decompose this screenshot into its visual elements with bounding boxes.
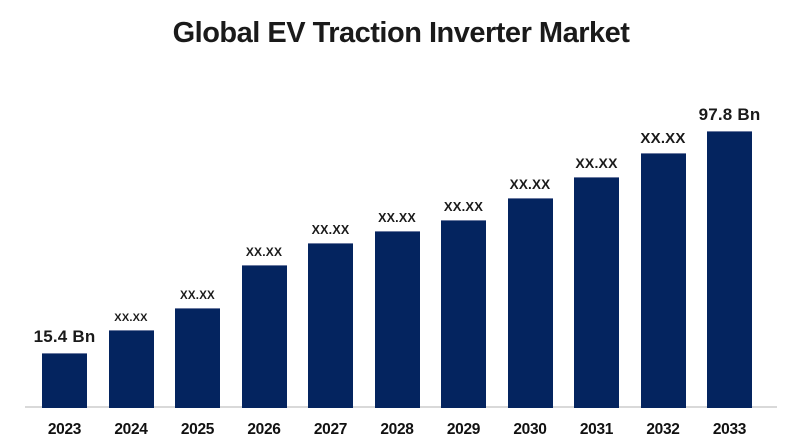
x-axis-tick-label-2024: 2024 bbox=[114, 421, 148, 438]
bar-2026 bbox=[241, 265, 287, 408]
bar-value-label-2032: XX.XX bbox=[640, 130, 686, 147]
x-axis-tick-label-2030: 2030 bbox=[513, 421, 547, 438]
x-axis-tick-label-2029: 2029 bbox=[446, 421, 481, 438]
x-axis-tick-label-2026: 2026 bbox=[247, 421, 281, 438]
bar-value-label-2025: XX.XX bbox=[180, 290, 215, 302]
bar-2030 bbox=[507, 198, 553, 408]
bar-value-label-2023: 15.4 Bn bbox=[33, 327, 96, 346]
bar-value-label-2031: XX.XX bbox=[575, 155, 618, 171]
bar-2033 bbox=[707, 131, 752, 408]
bar-2024 bbox=[108, 330, 154, 408]
bar-2029 bbox=[441, 220, 486, 408]
bar-2025 bbox=[175, 308, 220, 408]
x-axis-tick-label-2025: 2025 bbox=[180, 421, 215, 438]
x-axis-tick-label-2027: 2027 bbox=[313, 421, 348, 438]
bar-2027 bbox=[308, 243, 353, 408]
bar-2023 bbox=[42, 353, 87, 408]
bar-2032 bbox=[640, 153, 686, 408]
x-axis-tick-label-2023: 2023 bbox=[47, 421, 82, 438]
bar-value-label-2024: XX.XX bbox=[114, 312, 148, 324]
bar-value-label-2033: 97.8 Bn bbox=[698, 105, 761, 124]
x-axis-tick-label-2033: 2033 bbox=[712, 421, 747, 438]
bar-value-label-2027: XX.XX bbox=[311, 223, 350, 237]
x-axis-tick-label-2031: 2031 bbox=[579, 421, 614, 438]
bar-2028 bbox=[374, 231, 420, 408]
x-axis-tick-label-2032: 2032 bbox=[646, 421, 680, 438]
bar-value-label-2030: XX.XX bbox=[509, 177, 551, 192]
bar-value-label-2026: XX.XX bbox=[245, 245, 283, 259]
bar-2031 bbox=[574, 177, 619, 408]
chart-title: Global EV Traction Inverter Market bbox=[172, 17, 630, 49]
bar-value-label-2029: XX.XX bbox=[443, 199, 484, 214]
x-axis-tick-label-2028: 2028 bbox=[380, 421, 414, 438]
bar-value-label-2028: XX.XX bbox=[378, 211, 416, 225]
